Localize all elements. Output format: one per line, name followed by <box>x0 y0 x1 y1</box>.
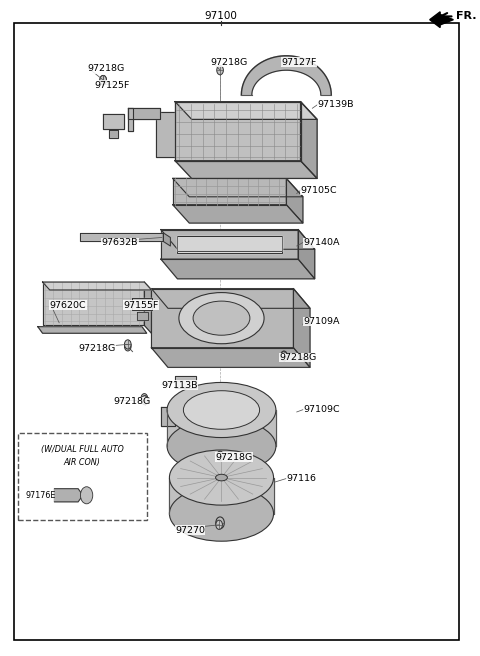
Polygon shape <box>167 410 276 446</box>
Polygon shape <box>163 233 170 246</box>
Text: 97155F: 97155F <box>123 300 158 310</box>
Polygon shape <box>175 102 317 119</box>
Circle shape <box>141 394 148 403</box>
Text: AIR CON): AIR CON) <box>64 458 101 467</box>
Circle shape <box>100 75 107 85</box>
Text: 97218G: 97218G <box>78 344 115 354</box>
Circle shape <box>81 487 93 504</box>
Polygon shape <box>103 114 124 129</box>
Polygon shape <box>178 236 282 253</box>
Polygon shape <box>430 12 454 28</box>
Polygon shape <box>38 327 147 333</box>
Circle shape <box>217 451 223 461</box>
Ellipse shape <box>179 293 264 344</box>
Polygon shape <box>128 108 132 131</box>
Polygon shape <box>81 233 163 241</box>
Polygon shape <box>161 407 175 426</box>
Ellipse shape <box>167 419 276 474</box>
Text: 97105C: 97105C <box>300 186 337 195</box>
Circle shape <box>281 351 287 360</box>
Polygon shape <box>43 282 144 325</box>
FancyBboxPatch shape <box>14 23 459 640</box>
FancyBboxPatch shape <box>18 433 147 520</box>
Text: 97270: 97270 <box>175 525 205 535</box>
Polygon shape <box>132 298 152 310</box>
Ellipse shape <box>216 474 228 481</box>
Text: 97218G: 97218G <box>279 353 316 362</box>
Polygon shape <box>178 236 282 251</box>
Text: 97620C: 97620C <box>50 300 86 310</box>
Polygon shape <box>161 230 298 259</box>
Text: 97218G: 97218G <box>114 397 151 406</box>
Polygon shape <box>161 230 315 249</box>
Circle shape <box>217 451 223 461</box>
Polygon shape <box>293 289 310 367</box>
Polygon shape <box>175 102 300 161</box>
Text: (W/DUAL FULL AUTO: (W/DUAL FULL AUTO <box>41 445 124 454</box>
Text: 97116: 97116 <box>287 474 316 483</box>
Text: 97140A: 97140A <box>303 238 339 247</box>
Ellipse shape <box>169 450 274 505</box>
Text: 97632B: 97632B <box>102 238 138 247</box>
Ellipse shape <box>183 391 260 429</box>
Circle shape <box>216 517 224 529</box>
Polygon shape <box>241 56 331 95</box>
Polygon shape <box>298 230 315 279</box>
Polygon shape <box>109 130 118 138</box>
Circle shape <box>281 352 287 361</box>
Polygon shape <box>169 478 274 514</box>
Polygon shape <box>287 178 303 223</box>
Circle shape <box>217 66 223 75</box>
Polygon shape <box>173 178 303 197</box>
Text: 97139B: 97139B <box>317 100 354 110</box>
Ellipse shape <box>167 382 276 438</box>
Text: 97109A: 97109A <box>303 317 339 326</box>
Ellipse shape <box>193 301 250 335</box>
Text: 97109C: 97109C <box>303 405 339 415</box>
Text: 97218G: 97218G <box>211 58 248 67</box>
Text: 97127F: 97127F <box>282 58 317 67</box>
Polygon shape <box>173 178 287 205</box>
Polygon shape <box>156 112 178 157</box>
Text: 97100: 97100 <box>204 11 238 22</box>
Circle shape <box>142 396 148 405</box>
Polygon shape <box>300 102 317 178</box>
Text: 97218G: 97218G <box>216 453 252 462</box>
Circle shape <box>100 75 107 85</box>
Polygon shape <box>173 205 303 223</box>
Text: 97125F: 97125F <box>95 81 130 90</box>
Polygon shape <box>43 282 152 290</box>
Ellipse shape <box>169 486 274 541</box>
Polygon shape <box>152 289 293 348</box>
Circle shape <box>124 340 131 349</box>
Polygon shape <box>54 489 83 502</box>
Polygon shape <box>137 312 148 320</box>
Polygon shape <box>175 161 317 178</box>
Text: 97218G: 97218G <box>87 64 125 73</box>
Circle shape <box>124 342 131 351</box>
Text: 97176E: 97176E <box>25 491 56 500</box>
Polygon shape <box>152 348 310 367</box>
Text: FR.: FR. <box>456 11 476 22</box>
Circle shape <box>216 520 222 529</box>
Polygon shape <box>161 259 315 279</box>
Polygon shape <box>144 282 152 333</box>
Polygon shape <box>128 108 160 119</box>
Text: 97113B: 97113B <box>161 380 197 390</box>
Polygon shape <box>175 376 196 388</box>
Polygon shape <box>152 289 310 308</box>
